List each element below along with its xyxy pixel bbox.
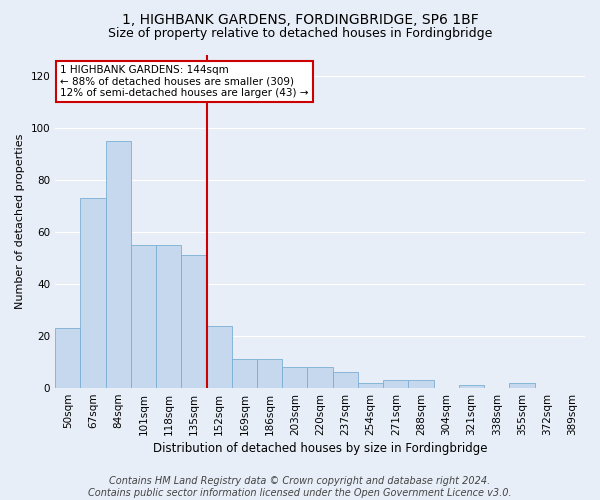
Bar — [55, 328, 80, 388]
Bar — [282, 368, 307, 388]
Bar — [307, 368, 332, 388]
Bar — [383, 380, 409, 388]
Bar — [181, 256, 206, 388]
Bar — [232, 360, 257, 388]
X-axis label: Distribution of detached houses by size in Fordingbridge: Distribution of detached houses by size … — [153, 442, 487, 455]
Text: Size of property relative to detached houses in Fordingbridge: Size of property relative to detached ho… — [108, 28, 492, 40]
Bar — [206, 326, 232, 388]
Bar — [409, 380, 434, 388]
Text: 1 HIGHBANK GARDENS: 144sqm
← 88% of detached houses are smaller (309)
12% of sem: 1 HIGHBANK GARDENS: 144sqm ← 88% of deta… — [61, 65, 309, 98]
Bar — [257, 360, 282, 388]
Bar — [80, 198, 106, 388]
Text: 1, HIGHBANK GARDENS, FORDINGBRIDGE, SP6 1BF: 1, HIGHBANK GARDENS, FORDINGBRIDGE, SP6 … — [122, 12, 478, 26]
Bar — [131, 245, 156, 388]
Bar — [358, 383, 383, 388]
Bar — [156, 245, 181, 388]
Bar — [332, 372, 358, 388]
Bar — [509, 383, 535, 388]
Bar — [106, 141, 131, 388]
Bar — [459, 386, 484, 388]
Text: Contains HM Land Registry data © Crown copyright and database right 2024.
Contai: Contains HM Land Registry data © Crown c… — [88, 476, 512, 498]
Y-axis label: Number of detached properties: Number of detached properties — [15, 134, 25, 309]
